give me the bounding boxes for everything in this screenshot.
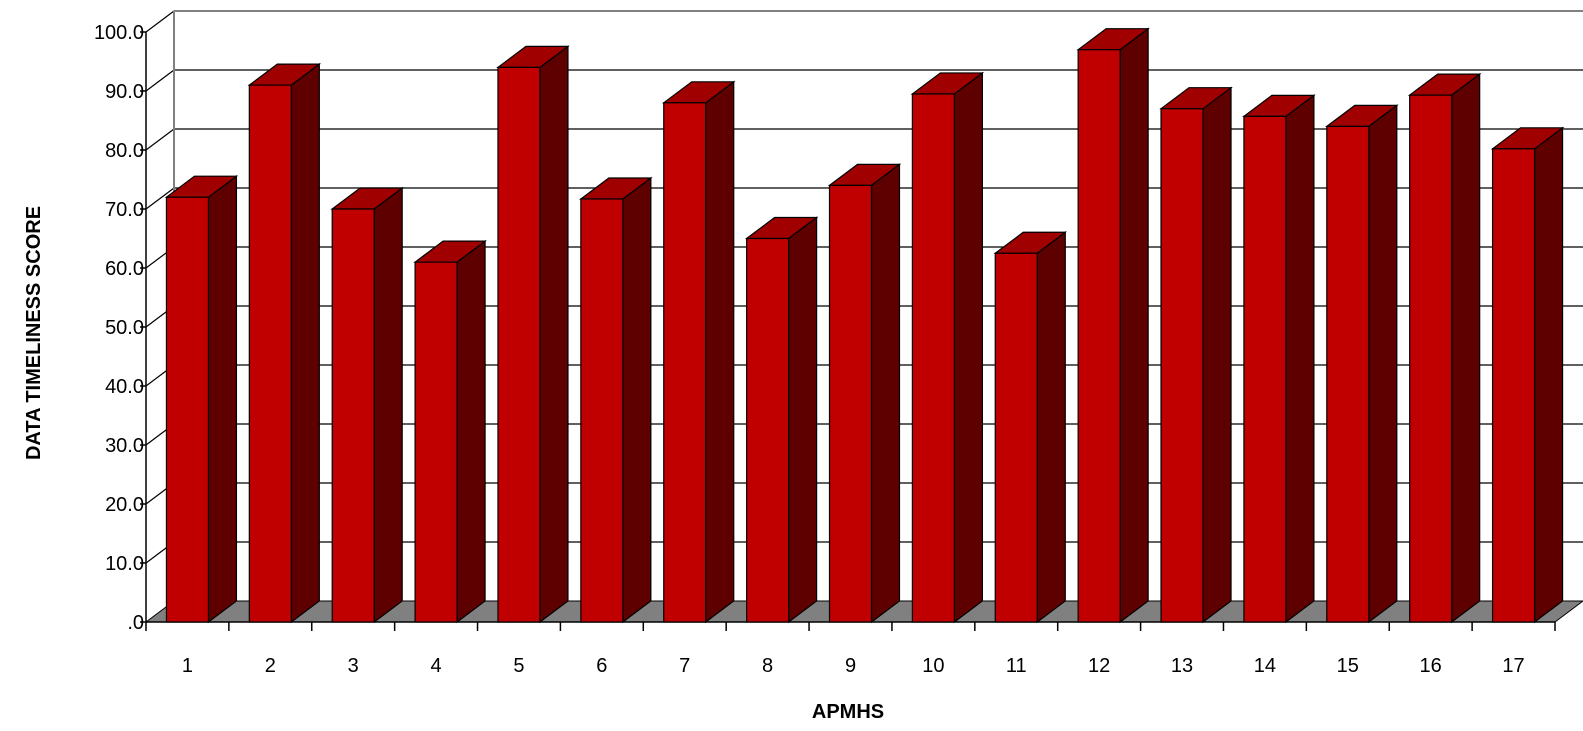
gridline-side bbox=[145, 69, 175, 92]
bar-front bbox=[1077, 49, 1121, 623]
y-tick-label: .0 bbox=[127, 612, 144, 634]
bar bbox=[579, 176, 653, 624]
y-tick-label: 70.0 bbox=[105, 199, 144, 221]
bar bbox=[1159, 86, 1233, 624]
bar-side bbox=[373, 186, 403, 624]
bar-front bbox=[497, 66, 541, 623]
x-tick-label: 10 bbox=[922, 655, 944, 677]
x-tick-label: 12 bbox=[1088, 655, 1110, 677]
bar bbox=[661, 80, 736, 624]
y-tick-label: 100.0 bbox=[94, 22, 144, 44]
y-axis: .0 10.0 20.0 30.0 40.0 50.0 60.0 70.0 80.0 90.0 10… bbox=[94, 22, 147, 634]
bar-front bbox=[1491, 148, 1536, 623]
gridline-side bbox=[145, 128, 175, 151]
bar bbox=[1324, 104, 1399, 624]
bar bbox=[1407, 72, 1482, 624]
bar-side bbox=[1202, 86, 1232, 624]
bar bbox=[1242, 94, 1316, 624]
bar bbox=[910, 71, 985, 624]
bar-front bbox=[414, 261, 458, 623]
bar-side bbox=[207, 174, 238, 624]
y-tick-label: 90.0 bbox=[105, 81, 144, 103]
y-axis-title: DATA TIMELINESS SCORE bbox=[23, 206, 45, 460]
bar-front bbox=[165, 196, 210, 623]
y-tick-label: 80.0 bbox=[105, 140, 144, 162]
x-axis-title: APMHS bbox=[812, 701, 884, 723]
x-tick-label: 15 bbox=[1337, 655, 1359, 677]
bar bbox=[993, 231, 1068, 624]
bar bbox=[330, 186, 405, 624]
x-axis: 1 2 3 4 5 6 7 8 9 10 11 12 13 14 15 16 17 bbox=[145, 621, 1556, 677]
bar-side bbox=[456, 239, 486, 624]
bar-side bbox=[1451, 72, 1481, 624]
y-tick-label: 20.0 bbox=[105, 494, 144, 516]
bar-front bbox=[580, 198, 624, 623]
x-tick-label: 6 bbox=[596, 655, 607, 677]
bar-side bbox=[1285, 94, 1315, 624]
bar bbox=[827, 163, 902, 624]
y-tick-label: 10.0 bbox=[105, 553, 144, 575]
bar bbox=[413, 239, 487, 624]
x-tick-label: 7 bbox=[679, 655, 690, 677]
x-tick-label: 8 bbox=[762, 655, 773, 677]
bar-front bbox=[828, 184, 873, 623]
bar-side bbox=[290, 62, 320, 624]
bar bbox=[744, 216, 819, 624]
x-tick-label: 13 bbox=[1171, 655, 1193, 677]
y-tick-label: 60.0 bbox=[105, 258, 144, 280]
bar bbox=[496, 45, 570, 624]
bars bbox=[164, 27, 1565, 624]
x-tick-label: 4 bbox=[431, 655, 442, 677]
bar-side bbox=[705, 80, 735, 624]
bar-side bbox=[1036, 231, 1066, 624]
bar-front bbox=[1160, 108, 1204, 623]
bar-front bbox=[248, 84, 292, 623]
bar-side bbox=[953, 71, 983, 624]
x-tick-label: 9 bbox=[845, 655, 856, 677]
bar-side bbox=[870, 163, 901, 624]
bar-front bbox=[911, 93, 955, 623]
bar-front bbox=[994, 252, 1038, 623]
bar-side bbox=[622, 176, 652, 624]
bar bbox=[1076, 27, 1150, 624]
x-tick-label: 14 bbox=[1254, 655, 1276, 677]
bar-front bbox=[331, 208, 375, 623]
y-tick-label: 30.0 bbox=[105, 435, 144, 457]
x-tick-label: 5 bbox=[513, 655, 524, 677]
bar-front bbox=[663, 102, 707, 623]
bar bbox=[164, 174, 239, 624]
x-tick-label: 16 bbox=[1420, 655, 1442, 677]
bar-side bbox=[788, 216, 818, 624]
x-tick-label: 17 bbox=[1502, 655, 1524, 677]
x-tick-label: 3 bbox=[348, 655, 359, 677]
bar-side bbox=[539, 45, 569, 624]
bar-side bbox=[1368, 104, 1398, 624]
y-tick-label: 40.0 bbox=[105, 376, 144, 398]
bar-front bbox=[1243, 115, 1287, 623]
x-tick-label: 11 bbox=[1006, 655, 1027, 677]
x-tick-label: 1 bbox=[182, 655, 193, 677]
bar-side bbox=[1119, 27, 1149, 624]
bar-front bbox=[1326, 125, 1370, 623]
bar-side bbox=[1533, 126, 1564, 624]
bar-front bbox=[1409, 94, 1453, 623]
bar bbox=[247, 62, 322, 624]
x-tick-label: 2 bbox=[265, 655, 276, 677]
y-tick-label: 50.0 bbox=[105, 317, 144, 339]
gridline-side bbox=[145, 187, 175, 210]
bar bbox=[1490, 126, 1565, 624]
gridline-side bbox=[145, 10, 175, 33]
bar-front bbox=[746, 237, 790, 623]
